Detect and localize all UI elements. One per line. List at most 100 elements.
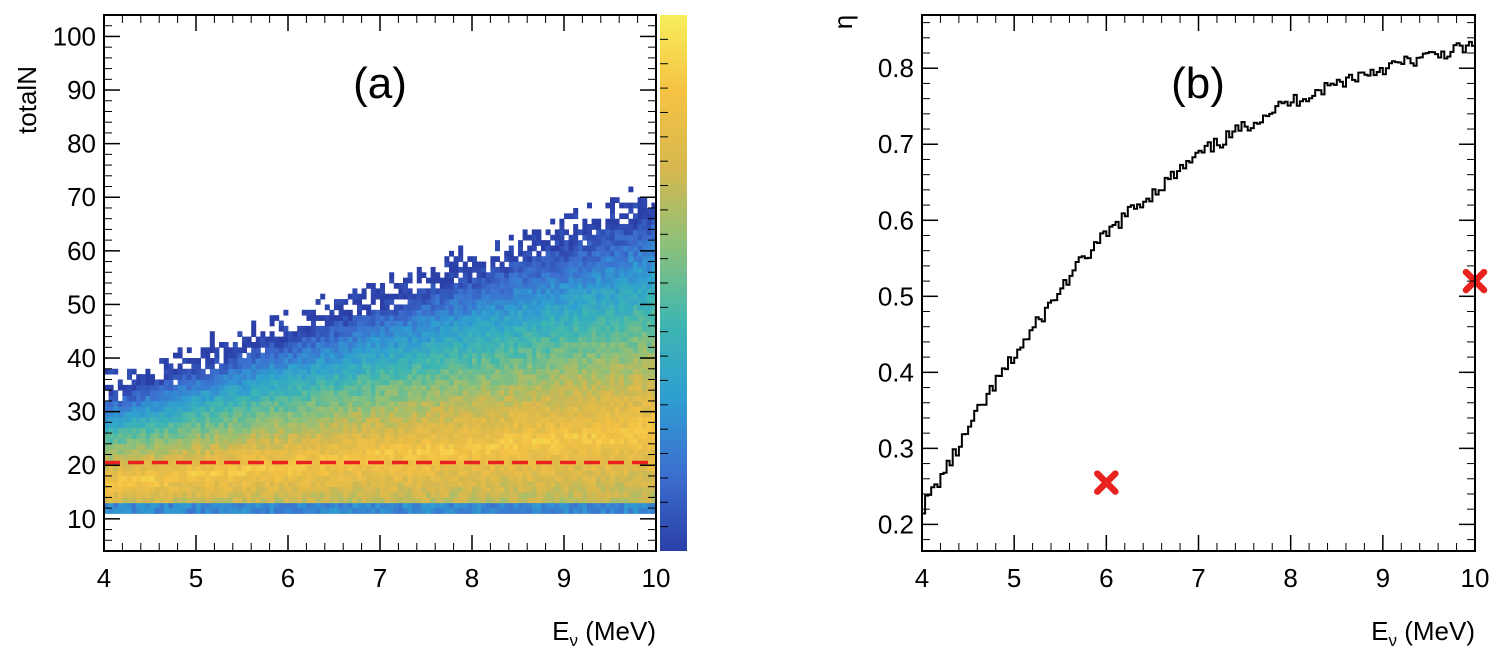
heatmap-cell <box>343 358 349 364</box>
heatmap-cell <box>568 427 574 434</box>
heatmap-cell <box>265 352 270 359</box>
heatmap-cell <box>278 379 284 386</box>
heatmap-cell <box>343 427 349 434</box>
heatmap-cell <box>568 363 574 370</box>
heatmap-cell <box>508 417 514 423</box>
heatmap-cell <box>610 481 615 488</box>
heatmap-cell <box>467 272 473 279</box>
heatmap-cell <box>150 427 155 434</box>
heatmap-cell <box>587 325 592 332</box>
heatmap-cell <box>582 374 588 380</box>
heatmap-cell <box>449 341 454 348</box>
heatmap-cell <box>476 502 482 509</box>
heatmap-cell <box>242 384 247 391</box>
heatmap-cell <box>467 256 473 262</box>
heatmap-cell <box>380 293 385 300</box>
heatmap-cell <box>610 486 615 493</box>
heatmap-cell <box>623 433 629 439</box>
heatmap-cell <box>559 341 565 348</box>
heatmap-cell <box>159 427 165 434</box>
heatmap-cell <box>619 250 625 257</box>
heatmap-cell <box>467 374 473 380</box>
heatmap-cell <box>311 411 316 418</box>
heatmap-cell <box>403 449 408 455</box>
heatmap-cell <box>610 417 615 423</box>
heatmap-cell <box>490 449 496 455</box>
heatmap-cell <box>633 266 638 273</box>
heatmap-cell <box>154 422 160 429</box>
heatmap-cell <box>173 390 178 396</box>
heatmap-cell <box>315 395 321 402</box>
heatmap-cell <box>453 272 459 279</box>
heatmap-cell <box>200 497 206 504</box>
heatmap-cell <box>582 320 588 327</box>
heatmap-cell <box>568 417 574 423</box>
heatmap-cell <box>600 358 606 364</box>
heatmap-cell <box>389 309 395 316</box>
heatmap-cell <box>196 379 201 386</box>
heatmap-cell <box>545 341 551 348</box>
heatmap-cell <box>536 299 542 305</box>
heatmap-cell <box>343 374 349 380</box>
heatmap-cell <box>453 363 459 370</box>
heatmap-cell <box>637 283 643 289</box>
heatmap-cell <box>522 358 528 364</box>
heatmap-cell <box>375 325 381 332</box>
heatmap-cell <box>485 320 491 327</box>
heatmap-cell <box>343 395 349 402</box>
heatmap-cell <box>545 309 551 316</box>
heatmap-cell <box>329 508 335 514</box>
heatmap-cell <box>237 465 243 471</box>
heatmap-cell <box>628 320 634 327</box>
heatmap-cell <box>278 422 284 429</box>
heatmap-cell <box>223 358 229 364</box>
heatmap-cell <box>499 406 505 413</box>
heatmap-cell <box>633 374 638 380</box>
heatmap-cell <box>642 320 648 327</box>
heatmap-cell <box>352 400 358 407</box>
heatmap-cell <box>623 240 629 246</box>
heatmap-cell <box>504 427 510 434</box>
heatmap-cell <box>453 411 459 418</box>
heatmap-cell <box>412 384 418 391</box>
heatmap-cell <box>168 400 174 407</box>
heatmap-cell <box>292 449 298 455</box>
heatmap-cell <box>541 438 546 445</box>
heatmap-cell <box>205 417 211 423</box>
heatmap-cell <box>545 240 551 246</box>
heatmap-cell <box>582 229 588 236</box>
heatmap-cell <box>251 390 257 396</box>
heatmap-cell <box>384 384 390 391</box>
heatmap-cell <box>485 315 491 321</box>
heatmap-cell <box>380 325 385 332</box>
heatmap-cell <box>393 358 399 364</box>
heatmap-cell <box>274 433 280 439</box>
heatmap-cell <box>154 443 160 450</box>
heatmap-cell <box>380 283 385 289</box>
heatmap-cell <box>347 475 353 482</box>
heatmap-cell <box>610 272 615 279</box>
heatmap-cell <box>223 486 229 493</box>
heatmap-cell <box>573 481 579 488</box>
heatmap-cell <box>403 379 408 386</box>
heatmap-cell <box>600 433 606 439</box>
heatmap-cell <box>628 417 634 423</box>
heatmap-cell <box>306 481 312 488</box>
heatmap-cell <box>320 406 326 413</box>
heatmap-cell <box>568 293 574 300</box>
heatmap-cell <box>108 433 114 439</box>
heatmap-cell <box>646 497 652 504</box>
heatmap-cell <box>366 331 372 337</box>
heatmap-cell <box>384 454 390 461</box>
heatmap-cell <box>633 277 638 284</box>
heatmap-cell <box>196 411 201 418</box>
heatmap-cell <box>462 417 468 423</box>
heatmap-cell <box>260 443 266 450</box>
heatmap-cell <box>550 422 556 429</box>
heatmap-cell <box>577 497 583 504</box>
heatmap-cell <box>269 417 275 423</box>
heatmap-cell <box>370 374 376 380</box>
heatmap-cell <box>545 288 551 295</box>
heatmap-cell <box>577 363 583 370</box>
heatmap-cell <box>265 363 270 370</box>
